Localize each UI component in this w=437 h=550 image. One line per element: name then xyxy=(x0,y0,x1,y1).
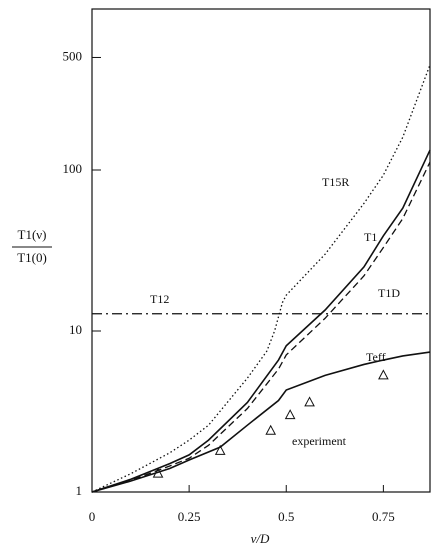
series-line xyxy=(91,64,431,493)
series-line xyxy=(91,161,431,493)
experiment-marker xyxy=(378,369,389,380)
series-line xyxy=(91,149,431,493)
x-axis-label: ν/D xyxy=(251,531,270,546)
series-annotation: experiment xyxy=(292,434,347,448)
x-tick-label: 0.75 xyxy=(372,509,395,524)
series-annotation: T1D xyxy=(378,286,400,300)
experiment-marker xyxy=(152,467,164,478)
series-annotation: Teff xyxy=(366,350,386,364)
y-tick-label: 500 xyxy=(63,48,83,63)
experiment-marker xyxy=(214,444,226,455)
experiment-marker xyxy=(265,424,277,435)
y-tick-label: 10 xyxy=(69,322,82,337)
y-tick-label: 1 xyxy=(76,483,83,498)
plot-frame xyxy=(91,8,431,493)
series-annotation: T15R xyxy=(322,175,349,189)
series-annotation: T12 xyxy=(150,292,169,306)
x-tick-label: 0.25 xyxy=(178,509,201,524)
series-annotation: T1 xyxy=(364,230,377,244)
x-tick-label: 0.5 xyxy=(278,509,294,524)
experiment-marker xyxy=(304,396,315,407)
y-label-numerator: T1(ν) xyxy=(18,227,47,242)
y-label-denominator: T1(0) xyxy=(17,250,47,265)
experiment-marker xyxy=(284,409,296,420)
x-tick-label: 0 xyxy=(89,509,96,524)
series-line xyxy=(91,351,431,493)
y-tick-label: 100 xyxy=(63,161,83,176)
